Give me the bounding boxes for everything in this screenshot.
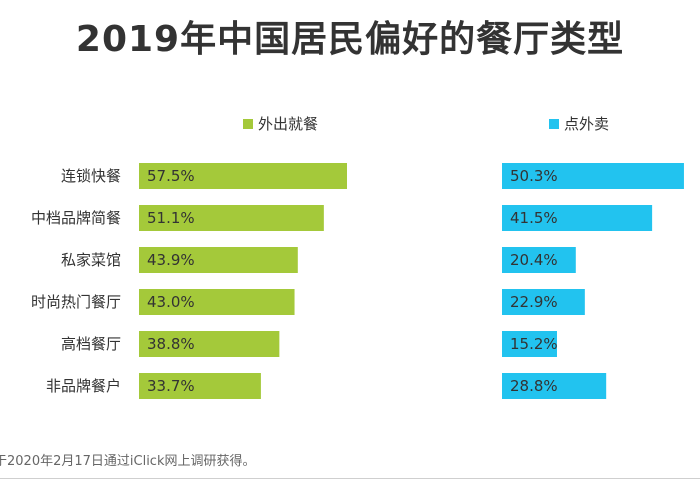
bar-dine-out [139, 373, 261, 399]
bar-dine-out [139, 331, 280, 357]
data-label: 43.9% [147, 251, 195, 269]
data-label: 15.2% [510, 335, 558, 353]
bar-takeout [502, 163, 684, 189]
category-label: 高档餐厅 [61, 335, 121, 353]
source-note: 于2020年2月17日通过iClick网上调研获得。 [0, 454, 256, 469]
data-label: 41.5% [510, 209, 558, 227]
legend-swatch-1 [243, 119, 253, 129]
category-label: 连锁快餐 [61, 167, 121, 185]
data-label: 33.7% [147, 377, 195, 395]
bar-takeout [502, 289, 585, 315]
bar-dine-out [139, 247, 298, 273]
data-label: 43.0% [147, 293, 195, 311]
category-label: 私家菜馆 [61, 251, 121, 269]
data-label: 50.3% [510, 167, 558, 185]
bar-takeout [502, 247, 576, 273]
bottom-divider [0, 478, 700, 479]
data-label: 22.9% [510, 293, 558, 311]
chart-title: 2019年中国居民偏好的餐厅类型 [75, 19, 625, 60]
category-label: 非品牌餐户 [46, 377, 121, 395]
data-label: 28.8% [510, 377, 558, 395]
bar-dine-out [139, 289, 295, 315]
data-label: 57.5% [147, 167, 195, 185]
legend-label-2: 点外卖 [564, 115, 609, 133]
bar-takeout [502, 205, 653, 231]
bar-takeout [502, 331, 557, 357]
bar-dine-out [139, 205, 324, 231]
legend-swatch-2 [549, 119, 559, 129]
data-label: 20.4% [510, 251, 558, 269]
legend-label-1: 外出就餐 [258, 115, 318, 133]
category-label: 中档品牌简餐 [31, 209, 121, 227]
bar-dine-out [139, 163, 347, 189]
category-label: 时尚热门餐厅 [31, 293, 121, 311]
data-label: 38.8% [147, 335, 195, 353]
data-label: 51.1% [147, 209, 195, 227]
bar-takeout [502, 373, 607, 399]
